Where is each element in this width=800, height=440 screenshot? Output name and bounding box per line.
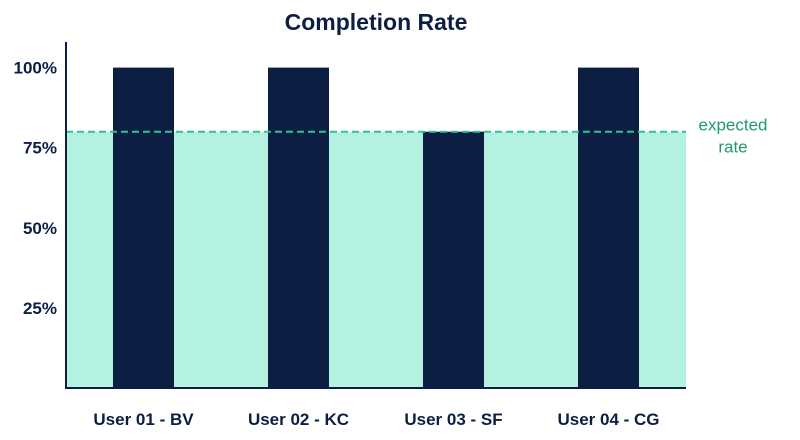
x-tick-label: User 02 - KC	[248, 410, 349, 429]
expected-rate-label: expected rate	[699, 116, 768, 157]
y-tick-labels: 25% 50% 75% 100%	[14, 59, 57, 318]
bars-layer	[113, 67, 639, 388]
expected-rate-label-line: rate	[718, 138, 747, 157]
expected-rate-label-line: expected	[699, 116, 768, 135]
bar	[268, 67, 329, 388]
x-tick-label: User 04 - CG	[557, 410, 659, 429]
x-tick-label: User 03 - SF	[404, 410, 502, 429]
y-tick-label: 50%	[23, 219, 57, 238]
y-tick-label: 75%	[23, 139, 57, 158]
y-tick-label: 25%	[23, 299, 57, 318]
bar	[578, 67, 639, 388]
axis-layer	[65, 42, 686, 389]
x-tick-label: User 01 - BV	[93, 410, 194, 429]
x-category-labels: User 01 - BV User 02 - KC User 03 - SF User…	[93, 410, 659, 429]
bar	[423, 131, 484, 388]
bar	[113, 67, 174, 388]
y-tick-label: 100%	[14, 59, 57, 78]
chart-title: Completion Rate	[285, 9, 468, 35]
